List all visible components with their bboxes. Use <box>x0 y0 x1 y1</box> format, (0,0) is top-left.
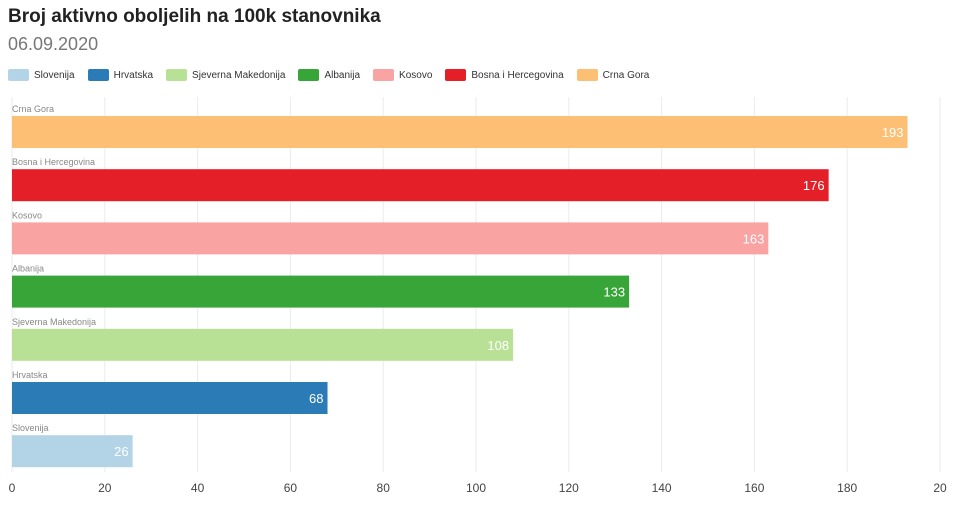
x-tick-label: 60 <box>284 481 298 495</box>
x-tick-label: 20 <box>933 481 947 495</box>
legend-item[interactable]: Kosovo <box>373 69 432 81</box>
legend-item[interactable]: Slovenija <box>8 69 75 81</box>
legend-swatch <box>576 69 598 81</box>
bar-category-label: Crna Gora <box>12 104 54 114</box>
bar[interactable] <box>12 275 630 308</box>
legend-label: Hrvatska <box>113 69 154 81</box>
bar-category-label: Slovenija <box>12 423 49 433</box>
chart-title: Broj aktivno oboljelih na 100k stanovnik… <box>8 6 381 27</box>
x-tick-label: 80 <box>377 481 391 495</box>
legend-item[interactable]: Albanija <box>298 69 360 81</box>
bar-category-label: Kosovo <box>12 210 42 220</box>
bar-category-label: Albanija <box>12 264 44 274</box>
legend-swatch <box>445 69 467 81</box>
legend-swatch <box>298 69 320 81</box>
legend-item[interactable]: Hrvatska <box>87 69 154 81</box>
bar[interactable] <box>12 435 133 468</box>
bar-value-label: 26 <box>114 444 128 459</box>
x-tick-label: 40 <box>191 481 205 495</box>
chart-legend: Slovenija Hrvatska Sjeverna Makedonija Alba… <box>8 68 662 82</box>
bar[interactable] <box>12 116 908 148</box>
x-tick-label: 0 <box>9 481 16 495</box>
bar[interactable] <box>12 222 769 255</box>
bar-value-label: 108 <box>487 338 509 353</box>
bar[interactable] <box>12 328 514 361</box>
legend-label: Slovenija <box>34 69 75 81</box>
bar-category-label: Bosna i Hercegovina <box>12 157 95 167</box>
x-tick-label: 140 <box>652 481 672 495</box>
legend-item[interactable]: Bosna i Hercegovina <box>445 69 564 81</box>
x-tick-label: 100 <box>466 481 486 495</box>
x-tick-label: 160 <box>744 481 764 495</box>
bar[interactable] <box>12 169 829 202</box>
bar-value-label: 68 <box>309 391 323 406</box>
bar-value-label: 163 <box>743 231 765 246</box>
chart-subtitle: 06.09.2020 <box>8 34 99 54</box>
bar-value-label: 193 <box>882 125 904 140</box>
legend-label: Sjeverna Makedonija <box>192 69 286 81</box>
legend-swatch <box>8 69 29 81</box>
x-tick-label: 20 <box>98 481 112 495</box>
legend-label: Crna Gora <box>602 69 650 81</box>
bar-category-label: Sjeverna Makedonija <box>12 317 96 327</box>
legend-item[interactable]: Crna Gora <box>576 69 650 81</box>
x-tick-label: 120 <box>559 481 579 495</box>
bar-category-label: Hrvatska <box>12 370 48 380</box>
legend-swatch <box>87 69 109 81</box>
x-tick-label: 180 <box>837 481 857 495</box>
legend-swatch <box>166 69 188 81</box>
bar-value-label: 133 <box>603 285 625 300</box>
legend-swatch <box>373 69 395 81</box>
legend-label: Kosovo <box>399 69 433 81</box>
bar-value-label: 176 <box>803 178 825 193</box>
legend-item[interactable]: Sjeverna Makedonija <box>166 69 285 81</box>
legend-label: Bosna i Hercegovina <box>471 69 564 81</box>
legend-label: Albanija <box>324 69 361 81</box>
bar[interactable] <box>12 382 328 414</box>
